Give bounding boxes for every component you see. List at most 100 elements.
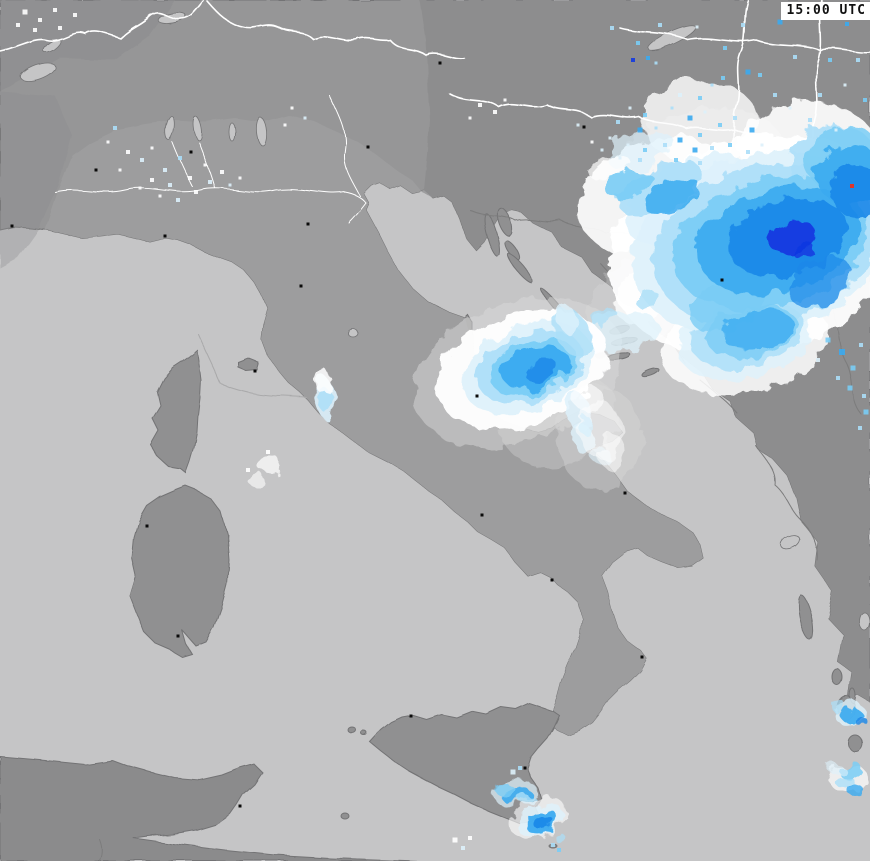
- rain-speckle: [859, 343, 863, 347]
- rain-speckle: [847, 385, 853, 391]
- rain-speckle: [188, 176, 192, 180]
- rain-speckle: [283, 123, 287, 127]
- rain-speckle: [626, 143, 630, 147]
- rain-cell: [722, 309, 794, 351]
- rain-cell: [598, 434, 626, 470]
- lake-garda: [256, 117, 268, 147]
- rain-cell: [832, 698, 844, 714]
- rain-speckle: [698, 161, 702, 165]
- rain-speckle: [478, 103, 482, 107]
- city-dot: [94, 168, 98, 172]
- rivers-white: [54, 95, 367, 224]
- rain-speckle: [663, 143, 667, 147]
- lake-como: [192, 115, 202, 141]
- city-dot: [253, 369, 257, 373]
- city-dot: [176, 634, 180, 638]
- extreme-precip-marker: [850, 184, 854, 188]
- rain-speckle: [638, 158, 642, 162]
- rain-layer: [248, 80, 870, 842]
- rain-speckle: [773, 93, 777, 97]
- extreme-marker-layer: [850, 184, 854, 188]
- rain-speckle: [557, 848, 561, 852]
- rain-speckle: [631, 58, 635, 62]
- rain-speckle: [678, 93, 682, 97]
- rain-cell: [856, 717, 868, 727]
- city-dot: [623, 491, 627, 495]
- rain-speckle: [698, 96, 702, 100]
- city-dot: [640, 655, 644, 659]
- river-adige: [329, 95, 361, 197]
- rain-speckle: [718, 123, 722, 127]
- island-pag: [506, 252, 534, 284]
- rain-cell: [314, 368, 330, 392]
- timestamp-label: 15:00 UTC: [780, 2, 870, 20]
- rain-speckle: [670, 106, 674, 110]
- island-pantelleria: [340, 812, 350, 820]
- lake-iseo: [228, 122, 236, 142]
- border-tunisia-inland: [99, 839, 103, 861]
- rain-speckle: [677, 137, 683, 143]
- river-po-delta: [348, 202, 367, 224]
- rain-speckle: [290, 106, 294, 110]
- rain-speckle: [816, 358, 820, 362]
- rain-cell: [831, 166, 870, 218]
- lake-skadar: [780, 534, 800, 550]
- rain-speckle: [637, 127, 643, 133]
- rain-speckle: [863, 98, 867, 102]
- rain-speckle: [788, 106, 792, 110]
- rain-cell: [523, 359, 559, 381]
- rain-speckle: [728, 143, 732, 147]
- island-krk: [496, 207, 514, 237]
- rain-speckle: [194, 190, 198, 194]
- rain-cell: [827, 763, 843, 773]
- rain-speckle: [238, 176, 242, 180]
- rain-speckle: [138, 186, 142, 190]
- island-corfu: [797, 594, 815, 642]
- rain-speckle: [150, 178, 154, 182]
- rain-speckle: [551, 843, 555, 847]
- rain-speckle: [228, 183, 232, 187]
- rain-speckle: [834, 128, 838, 132]
- rain-speckle: [746, 150, 750, 154]
- rain-speckle: [758, 73, 762, 77]
- rain-cell: [591, 309, 619, 327]
- rain-speckle: [654, 126, 658, 130]
- city-dot: [299, 284, 303, 288]
- rain-speckle: [850, 365, 856, 371]
- rain-cell: [248, 473, 266, 487]
- rain-speckle: [741, 23, 745, 27]
- rain-speckle: [636, 41, 640, 45]
- rain-speckle: [858, 426, 862, 430]
- island-mljet: [640, 367, 660, 377]
- rain-speckle: [33, 28, 37, 32]
- rain-speckle: [452, 837, 458, 843]
- city-dot: [238, 804, 242, 808]
- rain-speckle: [843, 83, 847, 87]
- rain-speckle: [654, 61, 658, 65]
- rain-speckle: [163, 168, 167, 172]
- rain-cell: [838, 761, 862, 779]
- rain-speckle: [158, 194, 162, 198]
- rain-speckle: [845, 22, 849, 26]
- island-elba: [237, 357, 259, 371]
- landmass-tunisia: [0, 755, 421, 861]
- city-dot: [10, 224, 14, 228]
- rain-speckle: [600, 148, 604, 152]
- lake-neuchatel: [43, 38, 61, 54]
- rain-speckle: [113, 126, 117, 130]
- rain-speckle-layer: [16, 8, 869, 852]
- rain-speckle: [616, 120, 620, 124]
- rain-speckle: [220, 170, 224, 174]
- rain-speckle: [643, 113, 647, 117]
- lake-ohrid: [859, 612, 870, 632]
- rain-cell: [835, 776, 855, 788]
- rain-speckle: [176, 198, 180, 202]
- rain-speckle: [610, 26, 614, 30]
- rain-speckle: [303, 116, 307, 120]
- region-nw-alps-dark: [0, 0, 175, 92]
- river-ombrone: [197, 333, 307, 398]
- rain-speckle: [793, 55, 797, 59]
- city-dot: [366, 145, 370, 149]
- island-egadi: [347, 726, 357, 734]
